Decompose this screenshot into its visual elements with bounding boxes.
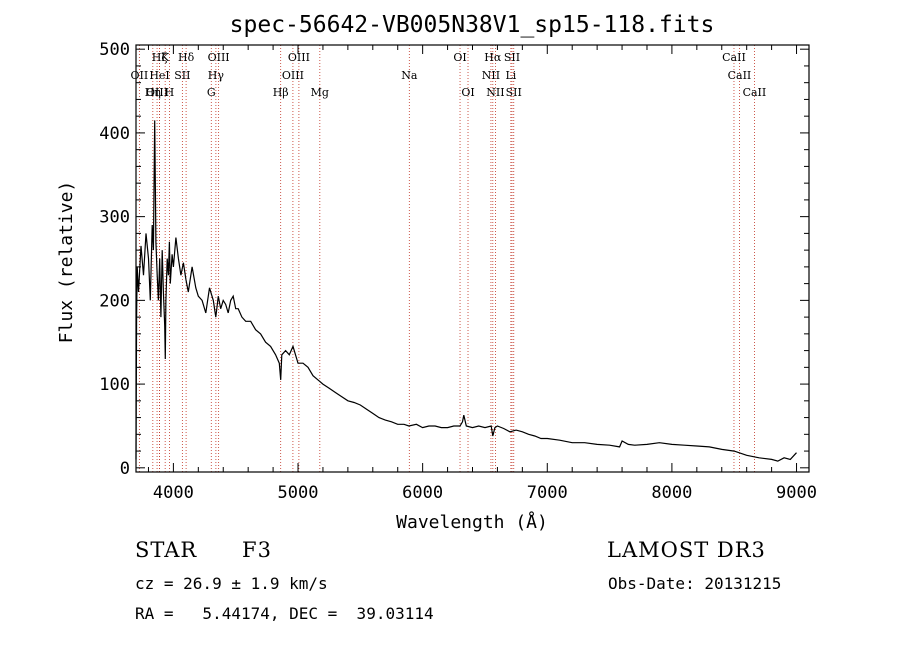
y-tick-label-0: 0 bbox=[120, 459, 130, 479]
y-tick-label-4: 400 bbox=[99, 124, 130, 144]
line-label-18: OIII bbox=[146, 86, 168, 99]
redshift-text: cz = 26.9 ± 1.9 km/s bbox=[135, 574, 328, 593]
y-tick-label-5: 500 bbox=[99, 40, 130, 60]
line-label-7: SII bbox=[504, 51, 520, 64]
spectral-line-markers bbox=[138, 45, 755, 472]
line-label-22: Hβ bbox=[273, 86, 289, 99]
line-label-9: OII bbox=[131, 69, 149, 82]
line-label-6: Hα bbox=[484, 51, 502, 64]
obs-date-text: Obs-Date: 20131215 bbox=[608, 574, 782, 593]
line-label-21: G bbox=[207, 86, 216, 99]
line-label-5: OI bbox=[453, 51, 466, 64]
y-axis-label: Flux (relative) bbox=[56, 181, 77, 344]
line-label-20: H bbox=[165, 86, 175, 99]
line-label-8: CaII bbox=[722, 51, 746, 64]
line-label-23: Mg bbox=[311, 86, 329, 99]
line-label-27: CaII bbox=[743, 86, 767, 99]
line-label-10: HeI bbox=[149, 69, 169, 82]
class-label: STAR bbox=[135, 538, 198, 562]
coords-text: RA = 5.44174, DEC = 39.03114 bbox=[135, 604, 434, 623]
line-label-0: Hζ bbox=[152, 51, 168, 64]
line-label-2: Hδ bbox=[178, 51, 195, 64]
line-label-16: Li bbox=[505, 69, 516, 82]
x-tick-label-3: 7000 bbox=[527, 483, 568, 503]
line-label-3: OIII bbox=[208, 51, 230, 64]
x-tick-label-5: 9000 bbox=[776, 483, 817, 503]
line-label-13: OIII bbox=[282, 69, 304, 82]
line-label-17: CaII bbox=[728, 69, 752, 82]
x-axis-label: Wavelength (Å) bbox=[396, 511, 548, 533]
x-tick-label-1: 5000 bbox=[278, 483, 319, 503]
y-tick-label-1: 100 bbox=[99, 375, 130, 395]
line-label-19: Hη bbox=[145, 86, 161, 99]
line-label-25: NII bbox=[486, 86, 504, 99]
chart-title: spec-56642-VB005N38V1_sp15-118.fits bbox=[230, 12, 715, 38]
line-label-11: SII bbox=[174, 69, 190, 82]
subclass-label: F3 bbox=[242, 538, 272, 562]
line-label-26: SII bbox=[506, 86, 522, 99]
flux-series-line bbox=[135, 120, 797, 462]
line-label-1: K bbox=[161, 51, 170, 64]
plot-frame bbox=[135, 44, 810, 473]
x-tick-label-4: 8000 bbox=[651, 483, 692, 503]
x-tick-label-2: 6000 bbox=[402, 483, 443, 503]
line-label-15: NII bbox=[482, 69, 500, 82]
x-tick-label-0: 4000 bbox=[153, 483, 194, 503]
survey-label: LAMOST DR3 bbox=[607, 538, 766, 562]
line-label-24: OI bbox=[461, 86, 474, 99]
line-label-4: OIII bbox=[288, 51, 310, 64]
line-label-14: Na bbox=[401, 69, 418, 82]
y-tick-label-3: 300 bbox=[99, 208, 130, 228]
axis-ticks: 4000 5000 6000 7000 8000 9000 0 100 200 300 400 500 bbox=[99, 40, 817, 503]
line-label-12: Hγ bbox=[208, 69, 225, 82]
y-tick-label-2: 200 bbox=[99, 291, 130, 311]
